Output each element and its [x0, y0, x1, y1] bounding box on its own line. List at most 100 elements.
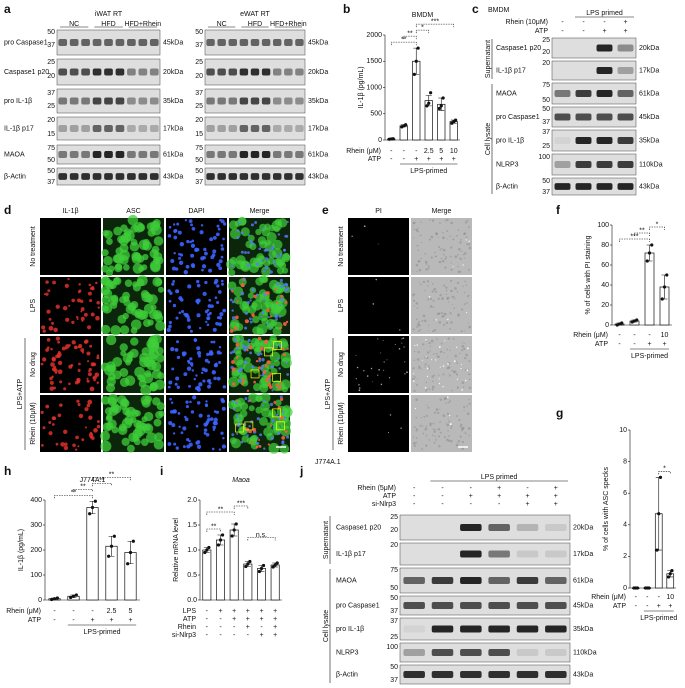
mw-marker: 37 — [542, 129, 550, 136]
cell — [89, 344, 93, 348]
significance-bracket — [658, 471, 671, 475]
band — [104, 68, 113, 76]
cell — [220, 431, 224, 435]
mw-marker: 25 — [195, 103, 203, 110]
condition-value: - — [441, 485, 444, 492]
cell — [426, 388, 428, 391]
condition-value: + — [218, 608, 222, 615]
replicate-dot — [655, 548, 659, 552]
condition-value: - — [413, 493, 416, 500]
cell — [75, 435, 79, 440]
cell — [170, 401, 174, 404]
cell — [183, 270, 188, 275]
cell — [252, 243, 256, 246]
group-label: LPS-primed — [640, 615, 677, 622]
cell — [279, 326, 282, 330]
cell — [186, 239, 190, 244]
cell — [377, 338, 379, 340]
band — [228, 173, 237, 180]
cell — [93, 427, 98, 433]
cell — [461, 381, 465, 384]
size-label: 20kDa — [639, 45, 659, 52]
cell — [412, 380, 415, 382]
blot-title: eWAT RT — [240, 11, 270, 18]
cell — [242, 278, 245, 281]
cell — [86, 379, 90, 383]
condition-name: ATP — [595, 341, 608, 348]
band — [250, 97, 260, 105]
band — [81, 125, 90, 132]
significance-bracket — [206, 528, 221, 532]
cell — [49, 380, 54, 385]
cell — [248, 430, 252, 434]
cell — [431, 375, 435, 378]
cell — [207, 304, 212, 308]
cell — [142, 319, 151, 328]
condition-value: + — [232, 616, 236, 623]
band — [206, 68, 215, 76]
band — [217, 125, 226, 132]
band — [239, 68, 249, 76]
cell — [168, 324, 172, 329]
cell — [454, 255, 458, 259]
cell — [464, 432, 467, 435]
cell — [358, 389, 361, 392]
band — [295, 125, 304, 132]
cell — [413, 444, 416, 447]
significance-bracket — [92, 476, 131, 481]
cell — [88, 367, 92, 372]
cell — [194, 386, 199, 391]
cell — [249, 320, 253, 324]
cell — [86, 351, 91, 356]
cell — [130, 337, 139, 346]
replicate-dot — [441, 96, 445, 100]
cell — [241, 378, 246, 382]
panel-label: c — [472, 2, 479, 16]
cell — [355, 378, 357, 380]
cell — [119, 343, 128, 352]
cell — [207, 360, 211, 364]
cell — [429, 422, 432, 426]
significance-label: ** — [639, 227, 645, 234]
cell — [229, 298, 233, 302]
cell — [265, 248, 269, 252]
mw-marker: 50 — [390, 664, 398, 671]
cell — [255, 262, 260, 266]
cell — [61, 346, 66, 351]
cell — [95, 281, 98, 285]
cell — [413, 376, 415, 378]
cell — [463, 405, 466, 409]
band — [575, 113, 592, 121]
mw-marker: 37 — [390, 608, 398, 615]
cell — [213, 410, 217, 414]
condition-value: + — [427, 156, 431, 163]
cell — [86, 377, 89, 380]
band — [81, 39, 90, 46]
cell — [212, 428, 216, 432]
cell — [168, 320, 172, 325]
cell — [449, 439, 453, 443]
cell — [75, 448, 78, 451]
replicate-dot — [404, 123, 408, 127]
protein-label: pro Caspase1 — [4, 39, 48, 46]
cell — [259, 240, 268, 249]
cell — [413, 373, 415, 375]
replicate-dot — [635, 318, 639, 322]
cell — [272, 239, 283, 250]
cell — [279, 278, 283, 283]
cell — [443, 435, 446, 438]
cell — [414, 344, 416, 347]
cell — [457, 266, 459, 268]
cell — [101, 395, 110, 405]
group-label: HFD — [248, 21, 262, 28]
band — [460, 550, 482, 558]
cell — [440, 257, 442, 260]
cell — [266, 232, 277, 243]
cell — [469, 378, 471, 381]
cell — [250, 440, 254, 444]
band — [206, 97, 215, 105]
cell — [84, 426, 88, 429]
cell — [240, 231, 244, 235]
replicate-dot — [668, 572, 672, 576]
mw-marker: 37 — [195, 179, 203, 186]
